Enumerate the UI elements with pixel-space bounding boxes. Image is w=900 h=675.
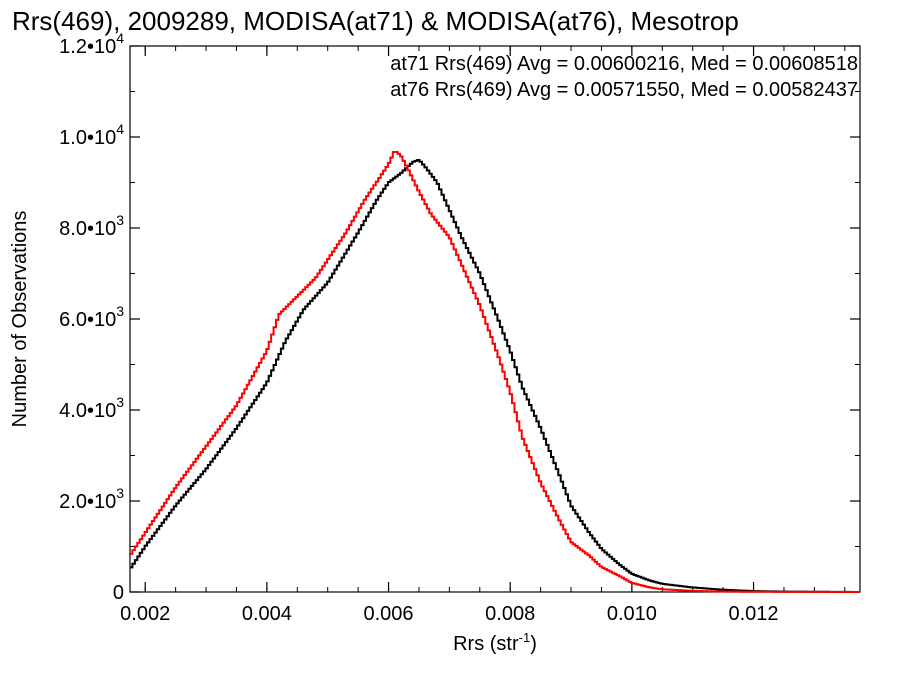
y-tick-mantissa: 1.2•10	[59, 36, 116, 58]
y-tick-exponent: 4	[116, 121, 124, 137]
y-tick-mantissa: 2.0•10	[59, 491, 116, 513]
x-tick-label: 0.004	[242, 603, 292, 625]
y-tick-label: 6.0•103	[59, 303, 124, 331]
plot-frame	[129, 45, 861, 593]
y-tick-label: 2.0•103	[59, 485, 124, 513]
x-axis-ticks: 0.002 0.004 0.006 0.008 0.010 0.012	[120, 46, 846, 625]
x-tick-label: 0.010	[607, 603, 657, 625]
x-tick-label: 0.012	[729, 603, 779, 625]
x-axis-label-close: )	[530, 633, 537, 655]
legend-entry-at71: at71 Rrs(469) Avg = 0.00600216, Med = 0.…	[390, 53, 858, 75]
y-tick-mantissa: 4.0•10	[59, 400, 116, 422]
y-tick-label: 0	[113, 582, 124, 604]
x-axis-label-exponent: -1	[519, 630, 531, 645]
series-at76-line	[130, 151, 860, 593]
x-axis-label-main: Rrs (str	[453, 633, 519, 655]
y-tick-exponent: 4	[116, 30, 124, 46]
series-at71-line	[130, 158, 860, 593]
y-tick-label: 1.2•104	[59, 30, 124, 58]
y-axis-label: Number of Observations	[9, 211, 31, 428]
y-tick-mantissa: 1.0•10	[59, 127, 116, 149]
x-axis-label: Rrs (str-1)	[453, 630, 537, 655]
y-tick-mantissa: 6.0•10	[59, 309, 116, 331]
y-axis-ticks: 02.0•1034.0•1036.0•1038.0•1031.0•1041.2•…	[59, 30, 860, 604]
legend-entry-at76: at76 Rrs(469) Avg = 0.00571550, Med = 0.…	[390, 79, 858, 101]
y-tick-mantissa: 0	[113, 582, 124, 604]
y-tick-label: 1.0•104	[59, 121, 124, 149]
y-tick-exponent: 3	[116, 303, 124, 319]
y-tick-mantissa: 8.0•10	[59, 218, 116, 240]
series-layer	[130, 151, 860, 593]
x-tick-label: 0.002	[120, 603, 170, 625]
y-tick-exponent: 3	[116, 212, 124, 228]
y-tick-exponent: 3	[116, 394, 124, 410]
x-tick-label: 0.008	[485, 603, 535, 625]
y-tick-label: 4.0•103	[59, 394, 124, 422]
y-tick-exponent: 3	[116, 485, 124, 501]
y-tick-label: 8.0•103	[59, 212, 124, 240]
chart-title: Rrs(469), 2009289, MODISA(at71) & MODISA…	[12, 6, 739, 36]
x-tick-label: 0.006	[364, 603, 414, 625]
